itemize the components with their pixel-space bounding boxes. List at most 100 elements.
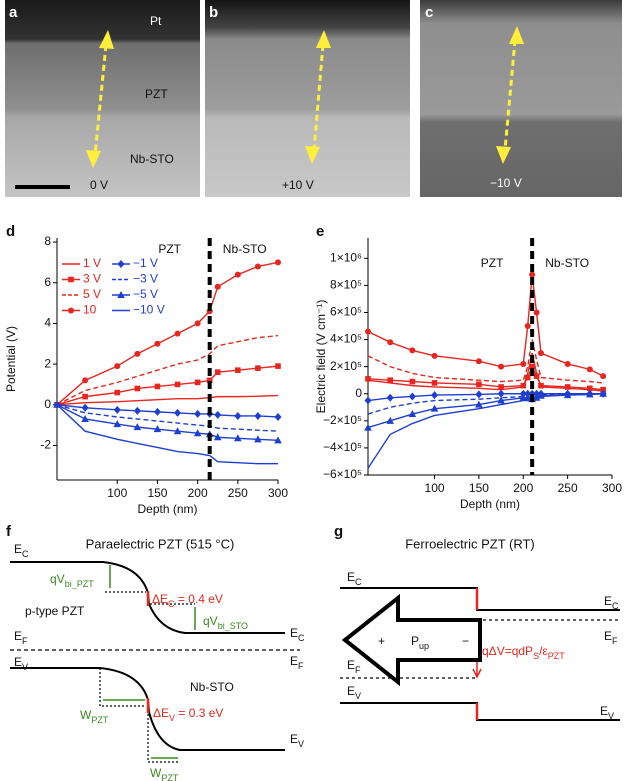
marker [533, 373, 540, 379]
label: EV [290, 732, 304, 749]
marker [234, 271, 241, 278]
marker [275, 363, 281, 369]
marker [153, 407, 161, 416]
marker [498, 384, 504, 390]
marker [114, 389, 121, 396]
marker [520, 382, 527, 389]
x-axis-title: Depth (nm) [460, 497, 520, 511]
label-part: E [14, 655, 22, 669]
marker [117, 260, 125, 268]
panel-letter: e [316, 223, 324, 240]
label: EC [347, 570, 362, 587]
marker [114, 363, 121, 370]
legend-label: 3 V [83, 272, 101, 286]
label: EV [14, 655, 28, 672]
label-part: − [462, 634, 469, 648]
label-part: E [290, 732, 298, 746]
diagram-title: Ferroelectric PZT (RT) [405, 536, 535, 551]
marker [194, 379, 201, 386]
layer-label: Nb-STO [130, 152, 174, 166]
marker [274, 412, 282, 421]
y-tick-label: 4×10⁵ [330, 332, 362, 346]
marker [133, 406, 141, 415]
marker [431, 352, 438, 359]
marker [475, 390, 483, 399]
label: ΔEC = 0.4 eV [152, 592, 223, 609]
y-tick-label: 6×10⁵ [330, 305, 362, 319]
arrow-head [99, 30, 114, 49]
voltage-label: 0 V [90, 178, 108, 192]
y-tick-label: 1×10⁶ [330, 250, 362, 264]
marker [538, 382, 544, 389]
y-tick-label: −4×10⁵ [323, 440, 362, 454]
arrows [93, 39, 517, 156]
marker [430, 404, 439, 412]
marker [524, 323, 531, 330]
arrow-head [86, 150, 101, 168]
label: EF [290, 654, 304, 671]
marker [235, 367, 241, 373]
label-part: E [290, 626, 298, 640]
label-part: bi_PZT [65, 579, 95, 589]
label-part: S [533, 651, 539, 661]
marker [193, 429, 202, 437]
label-part: up [419, 641, 429, 651]
label: EV [600, 704, 614, 721]
marker [600, 373, 607, 380]
valence-band [340, 702, 620, 721]
label-part: E [604, 594, 612, 608]
label: EV [347, 684, 361, 701]
label-part: = 0.3 eV [175, 706, 223, 720]
label-part: Nb-STO [190, 680, 234, 694]
label: qVbi_STO [203, 614, 248, 631]
x-tick-label: 150 [469, 481, 489, 495]
legend-label: 1 V [83, 256, 101, 270]
x-tick-label: 250 [558, 481, 578, 495]
marker [254, 411, 262, 420]
label-part: qV [203, 614, 218, 628]
x-tick-label: 300 [268, 486, 288, 500]
arrow-head [509, 26, 524, 44]
arrow-heads [86, 26, 524, 168]
label-part: E [290, 654, 298, 668]
x-tick-label: 300 [602, 481, 622, 495]
marker [431, 391, 439, 400]
marker [587, 385, 593, 392]
label: EF [14, 629, 28, 646]
series-line [56, 404, 279, 432]
label-part: p-type PZT [25, 604, 85, 618]
marker [538, 350, 545, 357]
annotation: Nb-STO [223, 242, 267, 256]
label-part: C [168, 599, 175, 609]
label-part: F [298, 661, 304, 671]
label-part: ΔE [153, 706, 169, 720]
marker [475, 400, 483, 408]
marker [174, 330, 181, 337]
marker [134, 385, 141, 392]
x-axis-title: Depth (nm) [137, 502, 197, 516]
marker [519, 389, 527, 398]
marker [81, 403, 89, 412]
series-line [367, 393, 604, 429]
marker [194, 409, 202, 418]
y-axis-title: Potential (V) [4, 326, 18, 392]
series-line [56, 404, 279, 418]
diagram-title: Paraelectric PZT (515 °C) [86, 536, 235, 551]
marker [173, 427, 182, 435]
marker [600, 386, 606, 393]
label-part: E [14, 629, 22, 643]
marker [234, 434, 242, 442]
y-tick-label: 8×10⁵ [330, 278, 362, 292]
label-part: P [411, 634, 419, 648]
marker [153, 425, 162, 433]
tem-image [205, 0, 410, 197]
y-axis-title: Electric field (V cm⁻¹) [314, 300, 328, 414]
label-part: qV [50, 572, 65, 586]
marker [274, 436, 282, 444]
marker [532, 393, 541, 401]
tem-image [5, 0, 200, 197]
conduction-band [340, 587, 620, 611]
marker [81, 414, 89, 422]
marker [365, 328, 371, 335]
arrow-head [305, 146, 320, 164]
